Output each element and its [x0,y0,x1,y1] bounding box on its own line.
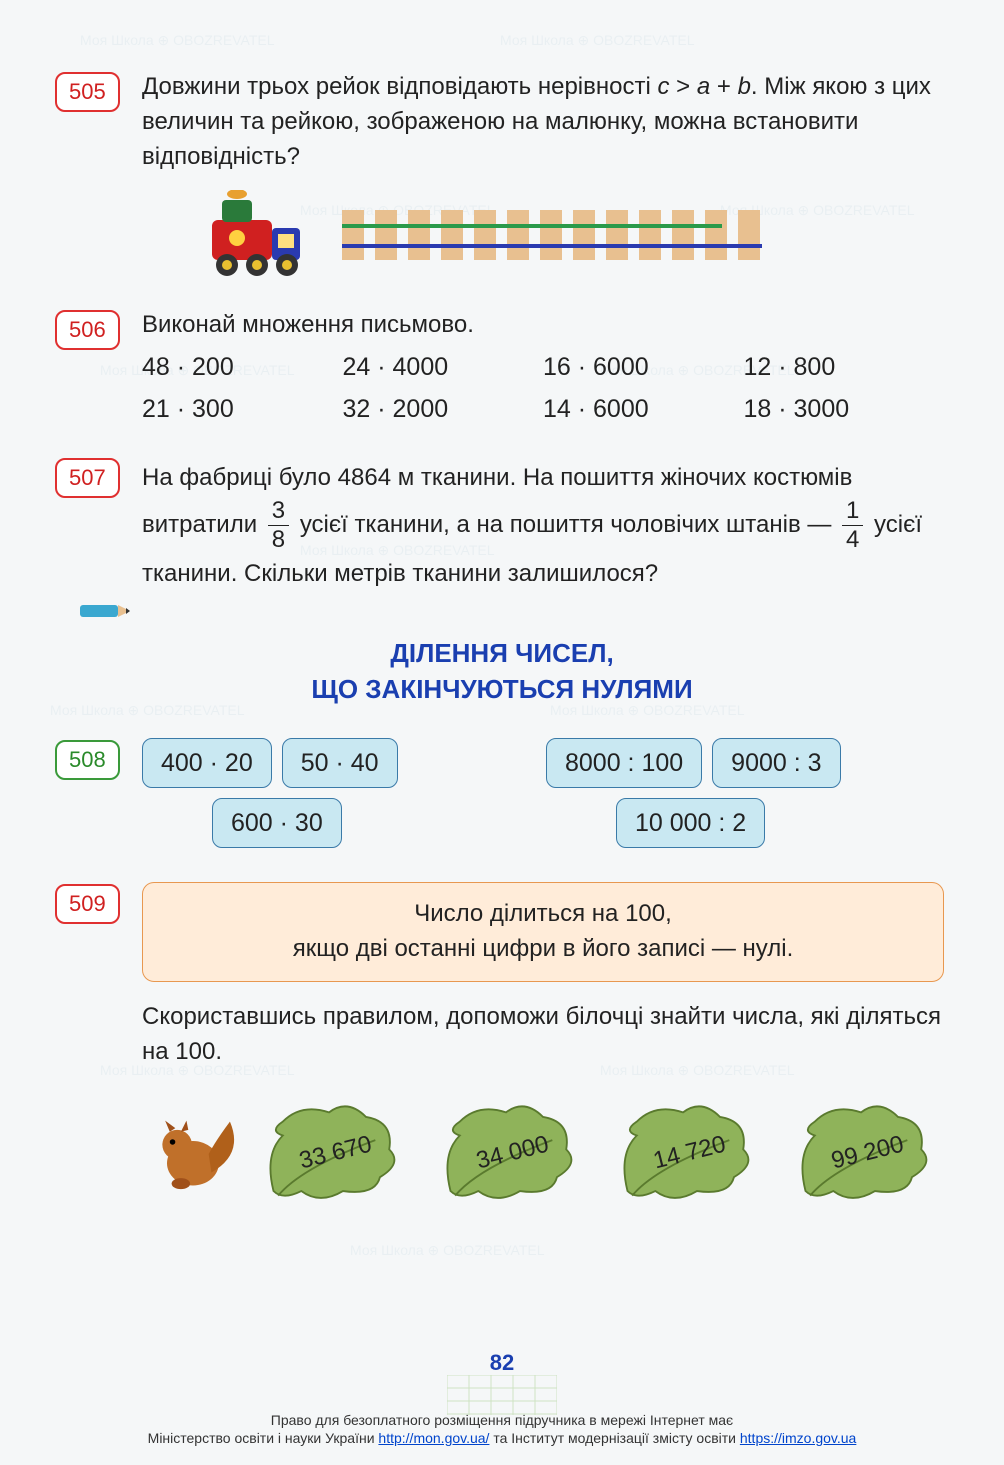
mult-cell: 14 · 6000 [543,391,744,427]
math-pill: 400 · 20 [142,738,272,788]
squirrel-icon [142,1104,235,1204]
footer: Право для безоплатного розміщення підруч… [0,1411,1004,1447]
exercise-508: 508 400 · 20 50 · 40 8000 : 100 9000 : 3… [60,738,944,849]
mult-cell: 16 · 6000 [543,349,744,385]
exercise-number: 507 [55,458,120,498]
exercise-number: 509 [55,884,120,924]
mult-cell: 32 · 2000 [343,391,544,427]
exercise-text: Скориставшись правилом, допоможи білочці… [142,1000,944,1070]
exercise-text: Довжини трьох рейок відповідають нерівно… [142,70,944,174]
exercise-number: 508 [55,740,120,780]
math-pill: 8000 : 100 [546,738,702,788]
exercise-text: На фабриці було 4864 м тканини. На пошит… [142,456,944,595]
leaf-item: 33 670 [255,1094,412,1214]
math-pill: 600 · 30 [212,798,342,848]
exercise-title: Виконай множення письмово. [142,308,944,343]
footer-link-mon[interactable]: http://mon.gov.ua/ [378,1430,489,1446]
exercise-509: 509 Число ділиться на 100, якщо дві оста… [60,882,944,1213]
multiplication-grid: 48 · 200 24 · 4000 16 · 6000 12 · 800 21… [142,349,944,428]
train-icon [192,190,312,280]
math-pill: 50 · 40 [282,738,398,788]
mult-cell: 12 · 800 [744,349,945,385]
exercise-505: 505 Довжини трьох рейок відповідають нер… [60,70,944,280]
exercise-507: 507 На фабриці було 4864 м тканини. На п… [60,456,944,595]
fraction: 38 [268,499,289,552]
leaf-item: 34 000 [432,1094,589,1214]
leaf-item: 14 720 [609,1094,766,1214]
footer-link-imzo[interactable]: https://imzo.gov.ua [740,1430,856,1446]
page-grid-decoration [447,1375,557,1415]
exercise-506: 506 Виконай множення письмово. 48 · 200 … [60,308,944,427]
fraction: 14 [842,499,863,552]
pencil-icon [80,602,130,620]
exercise-number: 506 [55,310,120,350]
page-number: 82 [490,1347,514,1379]
leaf-item: 99 200 [787,1094,944,1214]
mult-cell: 21 · 300 [142,391,343,427]
math-pill: 10 000 : 2 [616,798,765,848]
rule-box: Число ділиться на 100, якщо дві останні … [142,882,944,982]
mult-cell: 24 · 4000 [343,349,544,385]
math-pill: 9000 : 3 [712,738,840,788]
section-title: ДІЛЕННЯ ЧИСЕЛ, ЩО ЗАКІНЧУЮТЬСЯ НУЛЯМИ [60,635,944,708]
mult-cell: 48 · 200 [142,349,343,385]
exercise-number: 505 [55,72,120,112]
mult-cell: 18 · 3000 [744,391,945,427]
rail-track-icon [342,200,762,270]
